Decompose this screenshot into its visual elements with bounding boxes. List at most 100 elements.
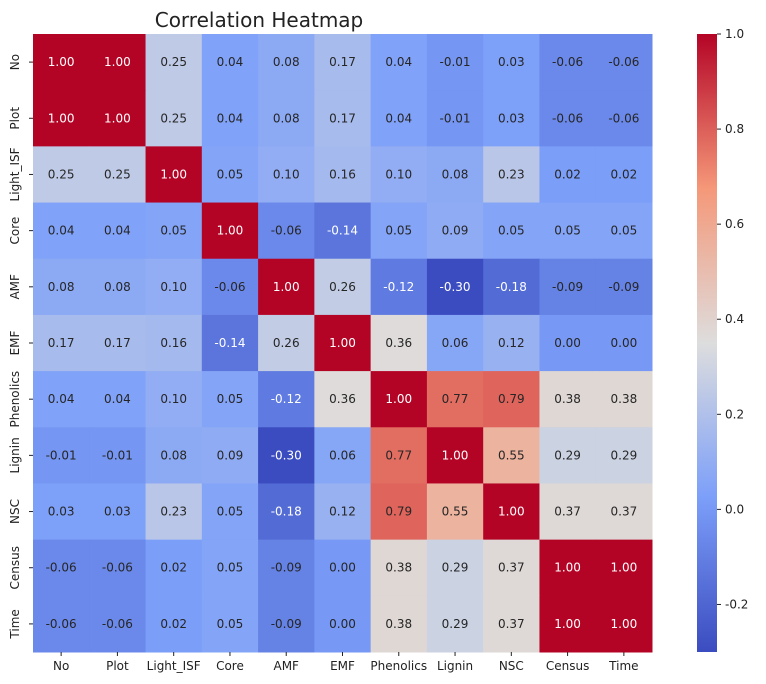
heatmap-cell [314, 314, 372, 372]
chart-title: Correlation Heatmap [155, 8, 364, 32]
heatmap-cell [314, 371, 372, 428]
heatmap-cell [426, 427, 484, 484]
heatmap-cell [595, 427, 653, 484]
cell-value-label: -0.06 [608, 111, 639, 125]
y-tick-label: Lignin [8, 437, 22, 473]
heatmap-cell [483, 34, 540, 91]
heatmap-cell [426, 595, 484, 653]
x-tick-label: Census [546, 659, 589, 673]
heatmap-cell [258, 427, 315, 484]
y-tick-label: EMF [8, 330, 22, 355]
heatmap-cell [426, 371, 484, 428]
cell-value-label: 0.03 [498, 55, 525, 69]
cell-value-label: 0.37 [554, 505, 581, 519]
heatmap-cell [258, 34, 315, 91]
x-tick-label: Core [216, 659, 244, 673]
cell-value-label: 1.00 [160, 167, 187, 181]
heatmap-cell [33, 146, 90, 204]
heatmap-cell [539, 34, 597, 91]
cell-value-label: 0.37 [498, 561, 525, 575]
cell-value-label: 0.04 [48, 392, 75, 406]
cell-value-label: 0.10 [385, 167, 412, 181]
cell-value-label: 0.17 [329, 111, 356, 125]
cell-value-label: 0.00 [329, 561, 356, 575]
heatmap-cell [426, 314, 484, 372]
cell-value-label: 0.00 [554, 336, 581, 350]
cell-value-label: 0.05 [217, 617, 244, 631]
heatmap-cell [145, 314, 203, 372]
heatmap-cell [539, 539, 597, 597]
cell-value-label: 0.05 [611, 224, 638, 238]
cell-value-label: -0.06 [46, 561, 77, 575]
heatmap-cell [89, 483, 147, 541]
cell-value-label: -0.12 [271, 392, 302, 406]
heatmap-cell [426, 539, 484, 597]
heatmap-cell [89, 146, 147, 204]
cell-value-label: 0.05 [217, 392, 244, 406]
heatmap-cell [426, 146, 484, 204]
heatmap-cell [258, 314, 315, 372]
heatmap-cell [595, 539, 653, 597]
cell-value-label: -0.18 [496, 280, 527, 294]
cell-value-label: 0.55 [442, 505, 469, 519]
cell-value-label: -0.06 [102, 561, 133, 575]
cell-value-label: 0.36 [329, 392, 356, 406]
heatmap-cell [201, 595, 259, 653]
cell-value-label: -0.01 [102, 448, 133, 462]
cell-value-label: 0.00 [329, 617, 356, 631]
colorbar-tick-label: 0.6 [725, 217, 744, 231]
cell-value-label: -0.30 [440, 280, 471, 294]
cell-value-label: 0.04 [48, 224, 75, 238]
cell-value-label: 1.00 [611, 617, 638, 631]
heatmap-cell [201, 314, 259, 372]
cell-value-label: 1.00 [554, 617, 581, 631]
heatmap-cell [595, 371, 653, 428]
heatmap-cell [483, 539, 540, 597]
cell-value-label: 0.06 [329, 448, 356, 462]
heatmap-cell [145, 90, 203, 147]
cell-value-label: 0.29 [611, 448, 638, 462]
colorbar-tick-label: 0.2 [725, 407, 744, 421]
heatmap-cell [370, 90, 428, 147]
cell-value-label: 0.38 [385, 561, 412, 575]
heatmap-cell [258, 483, 315, 541]
heatmap-cell [258, 539, 315, 597]
cell-value-label: -0.06 [214, 280, 245, 294]
cell-value-label: 0.17 [48, 336, 75, 350]
colorbar-gradient [697, 34, 717, 652]
heatmap-cell [145, 595, 203, 653]
x-tick-label: Lignin [437, 659, 473, 673]
cell-value-label: 0.05 [160, 224, 187, 238]
x-tick-label: EMF [330, 659, 355, 673]
cell-value-label: 0.26 [273, 336, 300, 350]
cell-value-label: 0.79 [498, 392, 525, 406]
colorbar-tick-label: 0.0 [725, 502, 744, 516]
heatmap-cell [483, 483, 540, 541]
heatmap-cell [426, 483, 484, 541]
colorbar-tick-label: 1.0 [725, 27, 744, 41]
cell-value-label: -0.01 [440, 55, 471, 69]
heatmap-cell [258, 258, 315, 316]
heatmap-cell [314, 539, 372, 597]
heatmap-cell [539, 427, 597, 484]
x-axis: No Plot Light_ISF Core AMF EMF Phenolics Lignin… [53, 652, 639, 673]
heatmap-cell [145, 427, 203, 484]
heatmap-cell [426, 34, 484, 91]
cell-value-label: -0.30 [271, 448, 302, 462]
cell-value-label: 0.04 [217, 111, 244, 125]
cell-value-label: 0.12 [498, 336, 525, 350]
cell-value-label: 0.02 [160, 561, 187, 575]
cell-value-label: 0.02 [160, 617, 187, 631]
heatmap-cell [33, 258, 90, 316]
cell-value-label: -0.06 [46, 617, 77, 631]
heatmap-cell [89, 539, 147, 597]
cell-value-label: 0.16 [160, 336, 187, 350]
cell-value-label: 1.00 [498, 505, 525, 519]
cell-value-label: -0.09 [552, 280, 583, 294]
heatmap-cell [370, 483, 428, 541]
heatmap-cell [370, 314, 428, 372]
heatmap-cell [33, 427, 90, 484]
cell-value-label: 0.25 [104, 167, 131, 181]
cell-value-label: -0.09 [271, 617, 302, 631]
